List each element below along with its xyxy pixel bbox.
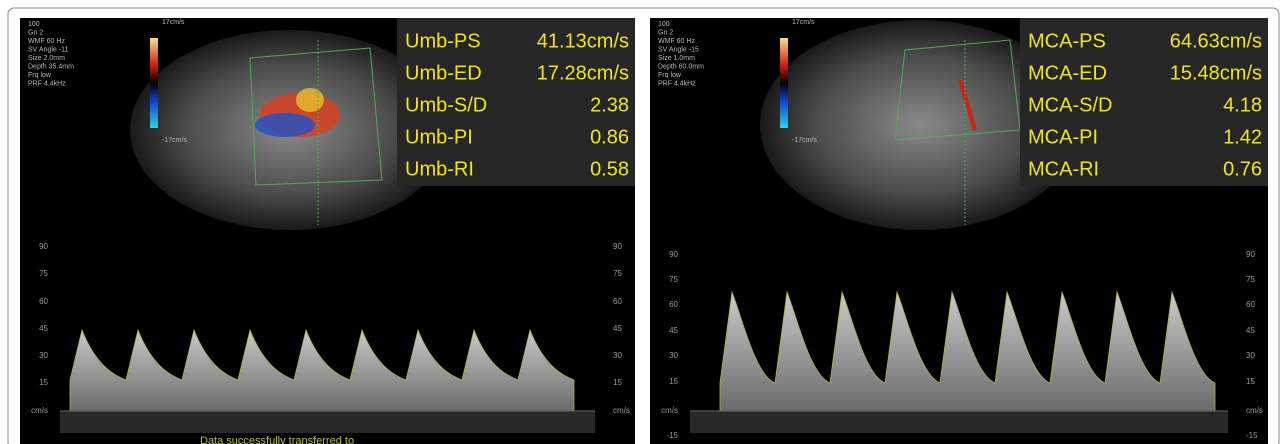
noise-band (60, 411, 595, 433)
measurement-value: 17.28cm/s (537, 62, 629, 84)
scale-label: 15 (669, 377, 678, 386)
scale-label: cm/s (31, 406, 48, 415)
measurement-label: MCA-ED (1028, 62, 1107, 84)
color-doppler (255, 113, 315, 137)
scale-label: 60 (613, 297, 622, 306)
measurement-label: MCA-S/D (1028, 94, 1112, 116)
scale-label: 90 (1246, 250, 1255, 259)
color-bar (780, 38, 788, 128)
setting: Frq low (658, 72, 682, 79)
scale-label: 60 (1246, 300, 1255, 309)
measurement-label: Umb-PI (405, 126, 473, 148)
scale-label: 90 (669, 250, 678, 259)
scale-label: -15 (666, 431, 678, 440)
color-scale-bottom: -17cm/s (162, 137, 187, 144)
color-scale-bottom: -17cm/s (792, 137, 817, 144)
setting: Depth 60.0mm (658, 63, 704, 70)
setting: PRF 4.4kHz (658, 80, 696, 87)
measurement-value: 41.13cm/s (537, 30, 629, 52)
color-scale-top: 17cm/s (792, 19, 815, 26)
measurement-value: 15.48cm/s (1170, 62, 1262, 84)
scale-label: 75 (613, 269, 622, 278)
measurement-label: Umb-S/D (405, 94, 487, 116)
color-scale-top: 17cm/s (162, 19, 185, 26)
measurement-label: Umb-PS (405, 30, 481, 52)
setting: 100 (658, 21, 670, 28)
setting: 100 (28, 21, 40, 28)
setting: PRF 4.4kHz (28, 80, 66, 87)
noise-band (690, 411, 1228, 433)
setting: SV Angle -11 (28, 46, 68, 53)
page: 100Gn 2WMF 60 HzSV Angle -11Size 2.0mmDe… (0, 0, 1287, 444)
measurement-label: MCA-PS (1028, 30, 1106, 52)
scale-label: 15 (1246, 377, 1255, 386)
scale-label: 30 (39, 351, 48, 360)
scale-label: 75 (1246, 275, 1255, 284)
setting: Size 2.0mm (28, 55, 65, 62)
measurement-value: 1.42 (1223, 126, 1262, 148)
setting: Depth 35.4mm (28, 63, 74, 70)
setting: Frq low (28, 72, 52, 79)
scale-label: 60 (669, 300, 678, 309)
scale-label: 15 (39, 378, 48, 387)
scale-label: 90 (613, 242, 622, 251)
scale-label: 60 (39, 297, 48, 306)
setting: Gn 2 (28, 29, 43, 36)
measurement-value: 0.86 (590, 126, 629, 148)
scale-label: 30 (669, 351, 678, 360)
measurement-label: Umb-RI (405, 158, 474, 180)
setting: WMF 60 Hz (28, 38, 65, 45)
measurement-value: 4.18 (1223, 94, 1262, 116)
color-doppler (296, 88, 324, 112)
scale-label: -15 (1246, 431, 1258, 440)
setting: Gn 2 (658, 29, 673, 36)
measurement-label: MCA-PI (1028, 126, 1098, 148)
status-message: Data successfully transferred to (200, 435, 354, 444)
setting: WMF 60 Hz (658, 38, 695, 45)
scale-label: 30 (1246, 351, 1255, 360)
scale-label: 75 (669, 275, 678, 284)
scale-label: 75 (39, 269, 48, 278)
measurement-label: MCA-RI (1028, 158, 1099, 180)
measurement-value: 2.38 (590, 94, 629, 116)
measurement-value: 0.58 (590, 158, 629, 180)
scale-label: 45 (39, 324, 48, 333)
scale-label: 45 (669, 326, 678, 335)
scale-label: 90 (39, 242, 48, 251)
setting: SV Angle -15 (658, 46, 699, 53)
scale-label: 30 (613, 351, 622, 360)
scale-label: 15 (613, 378, 622, 387)
setting: Size 1.0mm (658, 55, 695, 62)
measurement-label: Umb-ED (405, 62, 482, 84)
scale-label: 45 (613, 324, 622, 333)
measurement-value: 64.63cm/s (1170, 30, 1262, 52)
measurement-value: 0.76 (1223, 158, 1262, 180)
scale-label: cm/s (661, 406, 678, 415)
scale-label: 45 (1246, 326, 1255, 335)
scale-label: cm/s (1246, 406, 1263, 415)
color-bar (150, 38, 158, 128)
scale-label: cm/s (613, 406, 630, 415)
